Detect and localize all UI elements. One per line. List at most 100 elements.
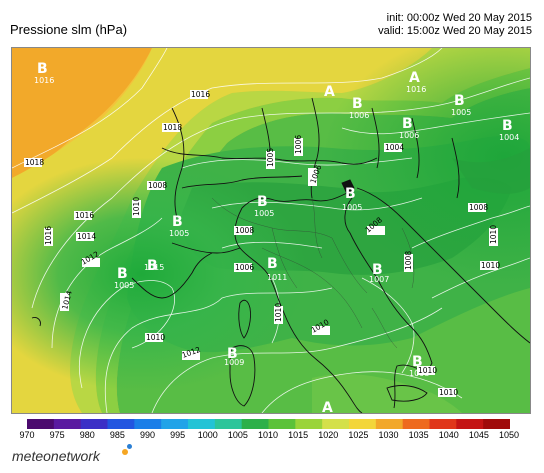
legend-tick-label: 1020 bbox=[318, 430, 339, 440]
legend-swatch bbox=[483, 419, 511, 429]
svg-text:1006: 1006 bbox=[399, 131, 419, 140]
svg-text:1014: 1014 bbox=[77, 232, 96, 241]
svg-text:1005: 1005 bbox=[169, 229, 189, 238]
legend-swatch bbox=[161, 419, 189, 429]
svg-text:B: B bbox=[257, 194, 268, 210]
svg-text:B: B bbox=[117, 266, 128, 282]
isobar-label: 1008 bbox=[404, 251, 413, 272]
svg-text:B: B bbox=[172, 214, 183, 230]
isobar-label: 1006 bbox=[234, 263, 254, 272]
isobar-label: 1010 bbox=[132, 197, 141, 218]
isobar-lines bbox=[12, 48, 530, 413]
legend-tick-label: 980 bbox=[79, 430, 95, 440]
isobar-label: 1010 bbox=[417, 366, 437, 375]
legend-tick-label: 985 bbox=[109, 430, 125, 440]
svg-text:A: A bbox=[409, 70, 420, 86]
legend-tick-label: 990 bbox=[139, 430, 156, 440]
legend-swatch bbox=[80, 419, 108, 429]
svg-text:1016: 1016 bbox=[191, 90, 210, 99]
map-title: Pressione slm (hPa) bbox=[10, 22, 128, 37]
svg-text:1018: 1018 bbox=[25, 158, 44, 167]
svg-text:1010: 1010 bbox=[146, 333, 165, 342]
isobar-label: 1006 bbox=[294, 135, 303, 156]
legend-swatch bbox=[27, 419, 55, 429]
svg-text:1005: 1005 bbox=[342, 203, 362, 212]
legend-tick-label: 1050 bbox=[498, 430, 520, 440]
svg-text:1005: 1005 bbox=[451, 108, 471, 117]
pressure-system: A bbox=[324, 84, 335, 100]
svg-text:B: B bbox=[352, 96, 363, 112]
legend-swatch bbox=[107, 419, 135, 429]
svg-text:1008: 1008 bbox=[235, 226, 254, 235]
isobar-label: 1016 bbox=[190, 90, 210, 99]
legend-tick-label: 1015 bbox=[288, 430, 309, 440]
svg-text:1008: 1008 bbox=[404, 251, 413, 270]
isobar-label: 1010 bbox=[480, 261, 500, 270]
svg-text:1016: 1016 bbox=[75, 211, 94, 220]
svg-text:1007: 1007 bbox=[369, 275, 389, 284]
isobar-label: 1016 bbox=[44, 226, 53, 246]
isobar-label: 1004 bbox=[384, 143, 404, 152]
legend-tick-label: 1030 bbox=[378, 430, 399, 440]
svg-text:1010: 1010 bbox=[274, 303, 283, 322]
legend-tick-label: 1010 bbox=[257, 430, 279, 440]
coastlines bbox=[31, 97, 530, 413]
svg-text:B: B bbox=[267, 256, 278, 272]
svg-text:B: B bbox=[454, 93, 465, 109]
legend-tick-label: 1035 bbox=[408, 430, 429, 440]
svg-text:1004: 1004 bbox=[385, 143, 404, 152]
pressure-legend bbox=[27, 416, 511, 429]
svg-text:1016: 1016 bbox=[44, 226, 53, 245]
svg-text:B: B bbox=[37, 61, 48, 77]
legend-ticks: 970 975 980 985 990 995 1000 1005 1010 1015 1020 10… bbox=[19, 430, 519, 442]
svg-text:1005: 1005 bbox=[254, 209, 274, 218]
legend-tick-label: 970 bbox=[19, 430, 35, 440]
isobar-label: 1018 bbox=[24, 158, 44, 167]
brand-logo-dot-blue bbox=[127, 444, 132, 449]
isobar-labels: 1016 1018 1018 1016 1016 1014 1012 1014 … bbox=[24, 90, 500, 397]
svg-text:1006: 1006 bbox=[294, 135, 303, 154]
svg-text:1010: 1010 bbox=[439, 388, 458, 397]
svg-text:1008: 1008 bbox=[148, 181, 167, 190]
svg-text:B: B bbox=[147, 258, 158, 274]
legend-tick-label: 1005 bbox=[227, 430, 248, 440]
legend-swatch bbox=[53, 419, 82, 429]
legend-tick-label: 1040 bbox=[438, 430, 459, 440]
legend-swatch bbox=[349, 419, 377, 429]
regional-borders bbox=[211, 197, 415, 349]
svg-text:1004: 1004 bbox=[499, 133, 519, 142]
svg-text:1005: 1005 bbox=[114, 281, 134, 290]
isobar-label: 1008 bbox=[468, 203, 488, 212]
svg-text:1006: 1006 bbox=[235, 263, 254, 272]
isobar-label: 1018 bbox=[162, 123, 182, 132]
legend-swatch bbox=[134, 419, 162, 429]
legend-tick-label: 975 bbox=[49, 430, 65, 440]
pressure-map: B 1016 B 1005 B 1005 B 1005 B 1006 B 1006 B 100… bbox=[11, 47, 531, 414]
svg-text:1005: 1005 bbox=[266, 148, 275, 167]
svg-text:1010: 1010 bbox=[481, 261, 500, 270]
legend-swatch bbox=[456, 419, 484, 429]
legend-swatch bbox=[268, 419, 296, 429]
svg-text:1015: 1015 bbox=[144, 263, 164, 272]
legend-swatch bbox=[241, 419, 269, 429]
init-time: init: 00:00z Wed 20 May 2015 bbox=[386, 12, 532, 24]
legend-swatch bbox=[188, 419, 216, 429]
isobar-label: 1008 bbox=[234, 226, 254, 235]
svg-text:1011: 1011 bbox=[267, 273, 287, 282]
legend-swatch bbox=[429, 419, 457, 429]
legend-tick-label: 1025 bbox=[348, 430, 369, 440]
legend-swatch bbox=[402, 419, 430, 429]
brand-logo-text: meteonetwork bbox=[12, 448, 100, 464]
svg-text:B: B bbox=[502, 118, 513, 134]
legend-tick-label: 1000 bbox=[197, 430, 218, 440]
